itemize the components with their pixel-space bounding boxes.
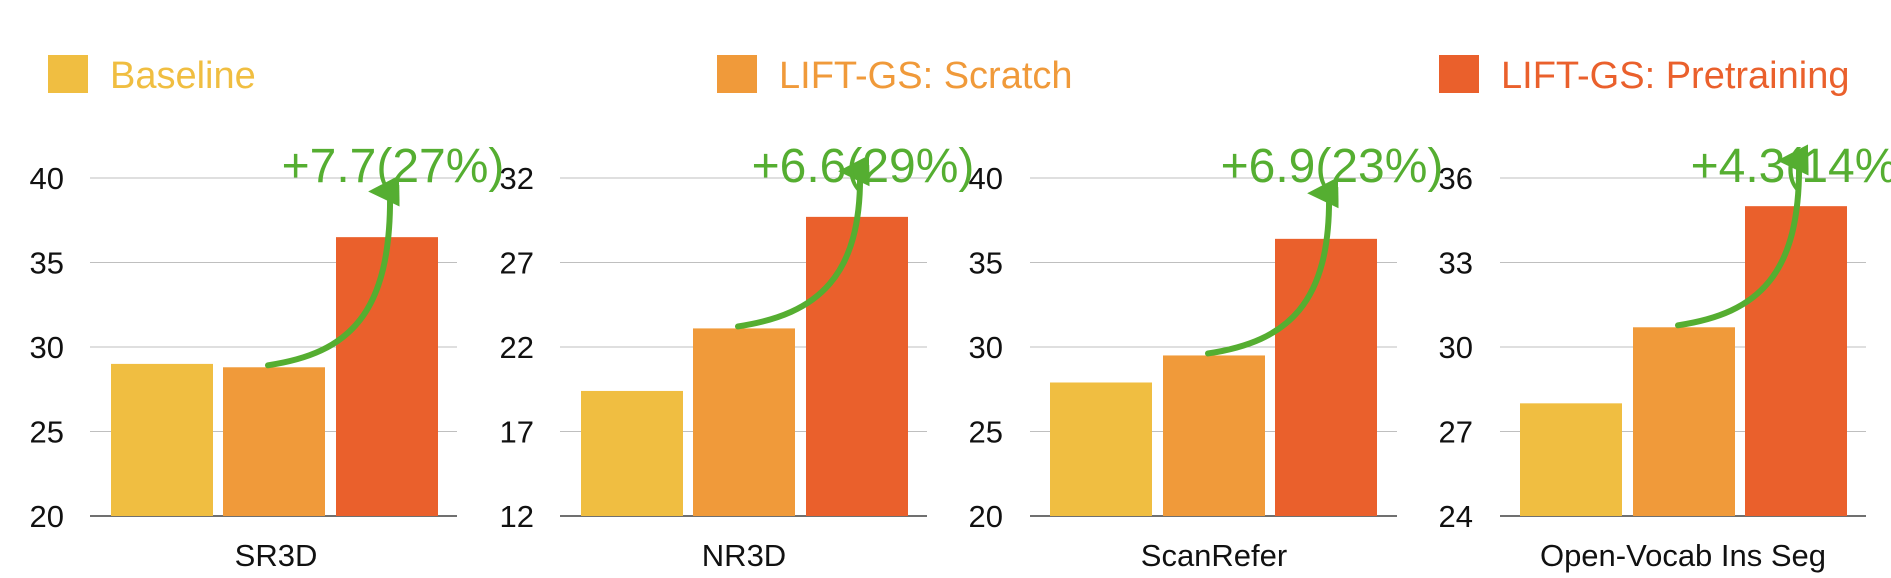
gain-annotation: +6.6(29%) bbox=[752, 140, 975, 193]
bar-baseline bbox=[581, 390, 683, 516]
growth-arrow bbox=[265, 175, 400, 369]
y-tick-label: 27 bbox=[500, 246, 534, 281]
bar-lift-gs-pretraining bbox=[806, 216, 908, 516]
gain-annotation: +7.7(27%) bbox=[282, 140, 505, 193]
bar-lift-gs-scratch bbox=[1633, 327, 1735, 516]
x-category-label: SR3D bbox=[235, 538, 318, 573]
legend-swatch bbox=[1439, 55, 1479, 93]
legend-swatch bbox=[717, 55, 757, 93]
chart-panel-2: 12 17 22 27 32 NR3D +6.6(29%) bbox=[500, 140, 975, 573]
chart-panel-1: 20 25 30 35 40 SR3D +7.7(27%) bbox=[30, 140, 505, 573]
y-tick-label: 35 bbox=[30, 246, 64, 281]
y-tick-label: 25 bbox=[30, 415, 64, 450]
y-tick-label: 27 bbox=[1439, 415, 1473, 450]
bar-lift-gs-pretraining bbox=[336, 237, 438, 516]
growth-arrow bbox=[1675, 144, 1809, 329]
bar-baseline bbox=[1520, 403, 1622, 516]
y-tick-label: 30 bbox=[1439, 330, 1473, 365]
y-tick-label: 24 bbox=[1439, 499, 1473, 534]
y-tick-label: 40 bbox=[30, 161, 64, 196]
gain-annotation: +6.9(23%) bbox=[1221, 140, 1444, 193]
y-tick-label: 17 bbox=[500, 415, 534, 450]
legend-item-1: Baseline bbox=[48, 55, 256, 97]
gain-annotation: +4.3(14%) bbox=[1691, 140, 1891, 193]
chart-panel-3: 20 25 30 35 40 ScanRefer +6.9(23%) bbox=[969, 140, 1444, 573]
y-tick-label: 25 bbox=[969, 415, 1003, 450]
chart-panel-4: 24 27 30 33 36 Open-Vocab Ins Seg +4.3(14%) bbox=[1439, 140, 1891, 573]
y-tick-label: 20 bbox=[30, 499, 64, 534]
legend-item-2: LIFT-GS: Scratch bbox=[717, 55, 1073, 97]
y-tick-label: 36 bbox=[1439, 161, 1473, 196]
y-tick-label: 12 bbox=[500, 499, 534, 534]
legend-swatch bbox=[48, 55, 88, 93]
y-tick-label: 30 bbox=[969, 330, 1003, 365]
y-tick-label: 40 bbox=[969, 161, 1003, 196]
x-category-label: Open-Vocab Ins Seg bbox=[1540, 538, 1826, 573]
bar-lift-gs-scratch bbox=[1163, 355, 1265, 516]
growth-arrow bbox=[1205, 177, 1339, 357]
bar-baseline bbox=[111, 363, 213, 516]
growth-arrow bbox=[735, 155, 870, 330]
x-category-label: ScanRefer bbox=[1141, 538, 1287, 573]
y-tick-label: 30 bbox=[30, 330, 64, 365]
legend-label: Baseline bbox=[110, 55, 256, 97]
y-tick-label: 22 bbox=[500, 330, 534, 365]
bar-lift-gs-scratch bbox=[223, 367, 325, 516]
bar-lift-gs-pretraining bbox=[1745, 206, 1847, 516]
bar-lift-gs-scratch bbox=[693, 328, 795, 516]
y-tick-label: 35 bbox=[969, 246, 1003, 281]
y-tick-label: 32 bbox=[500, 161, 534, 196]
y-tick-label: 20 bbox=[969, 499, 1003, 534]
bar-baseline bbox=[1050, 382, 1152, 516]
legend: Baseline LIFT-GS: Scratch LIFT-GS: Pretrai… bbox=[48, 55, 1849, 97]
legend-label: LIFT-GS: Scratch bbox=[779, 55, 1073, 97]
chart-panels: 20 25 30 35 40 SR3D +7.7(27%) 12 17 22 27 32 NR3D +6.… bbox=[30, 140, 1891, 573]
legend-item-3: LIFT-GS: Pretraining bbox=[1439, 55, 1849, 97]
legend-label: LIFT-GS: Pretraining bbox=[1501, 55, 1849, 97]
y-tick-label: 33 bbox=[1439, 246, 1473, 281]
bar-lift-gs-pretraining bbox=[1275, 238, 1377, 516]
x-category-label: NR3D bbox=[702, 538, 786, 573]
